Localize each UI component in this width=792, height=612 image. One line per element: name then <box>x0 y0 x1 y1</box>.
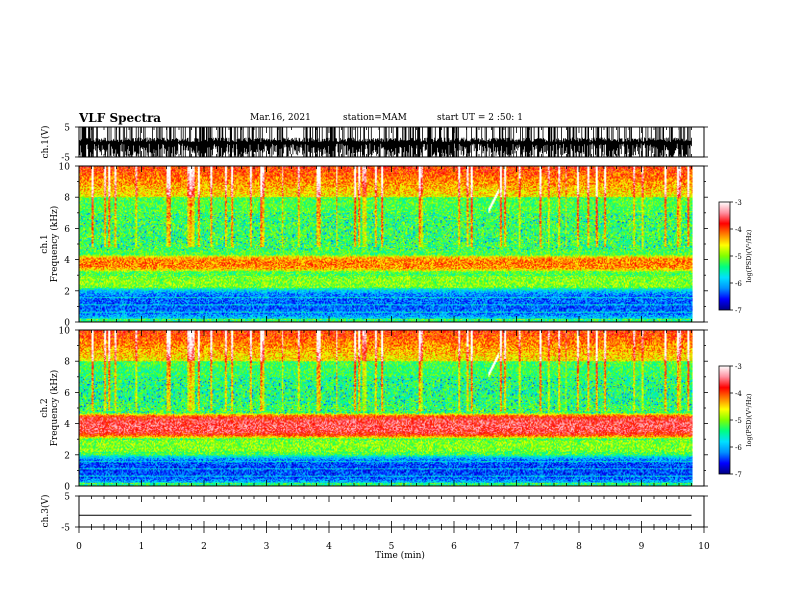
ch1-waveform-y-tick-label: -5 <box>61 154 70 164</box>
ch2-frequency-label: Frequency (kHz) <box>49 370 60 447</box>
ch2-spectrogram-y-tick-label: 2 <box>64 451 70 461</box>
ch2-colorbar-tick-label: -5 <box>735 417 742 425</box>
spectrogram-image-ch2 <box>79 330 704 486</box>
ch2-spectrogram-y-tick-label: 4 <box>64 420 70 430</box>
x-tick-label: 0 <box>76 542 82 552</box>
ch2-colorbar-tick-label: -7 <box>735 471 742 479</box>
x-tick-label: 7 <box>514 542 520 552</box>
ch3-waveform-y-tick-label: 5 <box>64 493 70 503</box>
ch1-spectrogram-y-tick-label: 6 <box>64 225 70 235</box>
ch1-colorbar-label: log(PSD)(V²/Hz) <box>745 229 753 282</box>
station-label: station=MAM <box>343 113 407 123</box>
ch2-spectrogram-y-tick-label: 10 <box>59 327 71 337</box>
ch2-spectrogram-y-tick-label: 8 <box>64 358 70 368</box>
ch1-spectrogram-y-tick-label: 2 <box>64 287 70 297</box>
ch3-waveform-y-tick-label: -5 <box>61 524 70 534</box>
x-tick-label: 9 <box>639 542 645 552</box>
ch1-spectrogram-y-tick-label: 8 <box>64 194 70 204</box>
ch2-colorbar <box>718 365 731 475</box>
ch2-channel-label: ch.2 <box>40 398 50 417</box>
spectrogram-image-ch1 <box>79 166 704 322</box>
ch1-colorbar-tick-label: -5 <box>735 253 742 261</box>
ch1-spectrogram-y-tick-label: 4 <box>64 256 70 266</box>
x-tick-label: 10 <box>698 542 710 552</box>
ch1-colorbar-tick-label: -3 <box>735 199 742 207</box>
ch1-waveform-trace <box>78 127 692 157</box>
x-tick-label: 2 <box>201 542 207 552</box>
x-tick-label: 4 <box>326 542 332 552</box>
ch1-channel-label: ch.1 <box>40 234 50 253</box>
x-tick-label: 1 <box>139 542 145 552</box>
ch2-colorbar-tick-label: -3 <box>735 363 742 371</box>
ch2-colorbar-label: log(PSD)(V²/Hz) <box>745 393 753 446</box>
ch1-spectrogram-y-tick-label: 10 <box>59 163 71 173</box>
ch2-spectrogram-y-tick-label: 6 <box>64 389 70 399</box>
ch1-frequency-label: Frequency (kHz) <box>49 206 60 283</box>
start-time-label: start UT = 2 :50: 1 <box>437 113 523 123</box>
ch1-colorbar-tick-label: -6 <box>735 280 742 288</box>
x-tick-label: 3 <box>264 542 270 552</box>
x-tick-label: 5 <box>389 542 395 552</box>
ch1-colorbar-tick-label: -4 <box>735 226 742 234</box>
ch2-spectrogram-y-tick-label: 0 <box>64 483 70 493</box>
ch1-spectrogram-y-tick-label: 0 <box>64 319 70 329</box>
chart-title: VLF Spectra <box>79 111 162 125</box>
x-axis-label: Time (min) <box>375 550 425 561</box>
date-label: Mar.16, 2021 <box>250 113 311 123</box>
ch1-waveform-ylabel: ch.1(V) <box>40 126 51 159</box>
ch1-colorbar <box>718 201 731 311</box>
ch1-waveform-y-tick-label: 5 <box>64 124 70 134</box>
ch2-colorbar-tick-label: -6 <box>735 444 742 452</box>
x-tick-label: 8 <box>576 542 582 552</box>
ch2-colorbar-tick-label: -4 <box>735 390 742 398</box>
ch1-colorbar-tick-label: -7 <box>735 307 742 315</box>
ch3-waveform-ylabel: ch.3(V) <box>40 495 51 528</box>
x-tick-label: 6 <box>451 542 457 552</box>
